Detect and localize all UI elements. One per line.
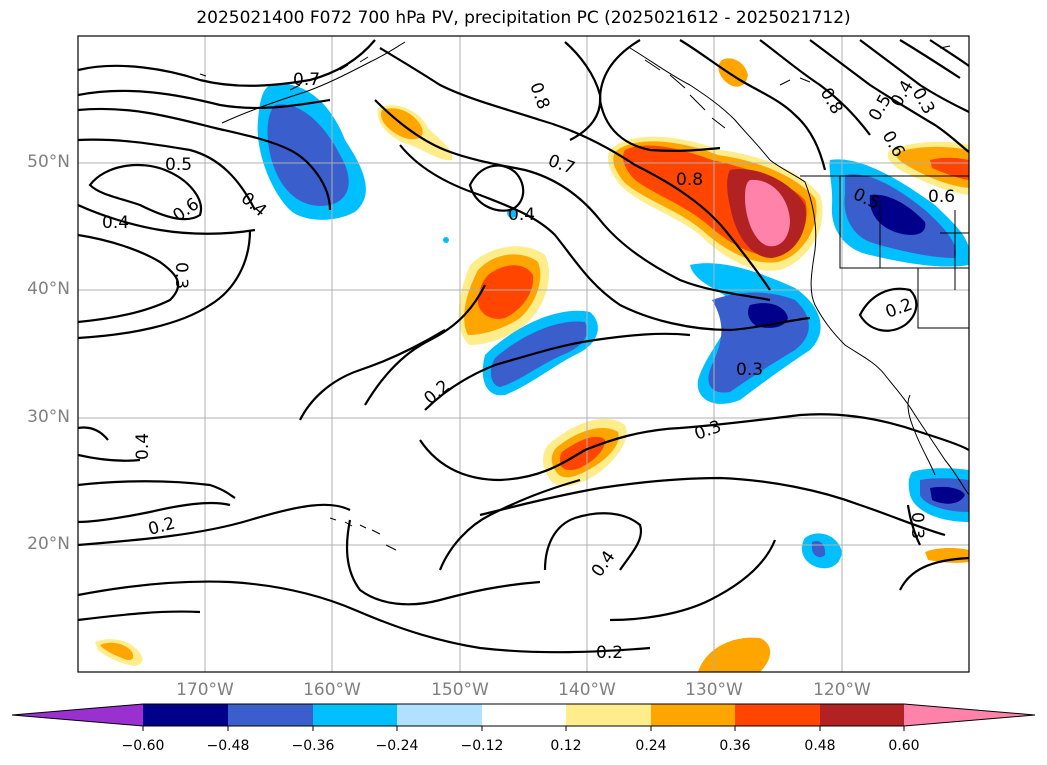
lat-label: 30°N bbox=[27, 407, 70, 427]
colorbar-segment bbox=[482, 704, 566, 726]
lon-label: 120°W bbox=[813, 680, 871, 700]
contour-label: 0.3 bbox=[907, 512, 927, 539]
contour-label: 0.4 bbox=[508, 205, 535, 225]
contour-label: 0.4 bbox=[133, 433, 153, 460]
colorbar-tick-label: −0.36 bbox=[291, 738, 335, 754]
lon-label: 140°W bbox=[558, 680, 616, 700]
colorbar-tick-label: −0.48 bbox=[206, 738, 250, 754]
colorbar-tick-label: 0.36 bbox=[719, 738, 751, 754]
lat-label: 40°N bbox=[27, 279, 70, 299]
map-body: 0.7 0.8 0.7 0.8 0.5 0.6 0.4 0.4 0.3 0.4 … bbox=[78, 36, 969, 672]
lat-label: 20°N bbox=[27, 534, 70, 554]
lon-label: 170°W bbox=[176, 680, 234, 700]
colorbar-segment bbox=[397, 704, 482, 726]
colorbar-segment bbox=[566, 704, 651, 726]
colorbar-segment bbox=[904, 704, 1035, 726]
contour-label: 0.3 bbox=[736, 360, 763, 380]
contour-label: 0.8 bbox=[676, 170, 703, 190]
lat-label: 50°N bbox=[27, 152, 70, 172]
pv-contours bbox=[78, 39, 969, 654]
grid-lines bbox=[78, 36, 969, 672]
colorbar-segment bbox=[735, 704, 820, 726]
colorbar-segment bbox=[12, 704, 143, 726]
colorbar-tick-label: −0.24 bbox=[375, 738, 419, 754]
colorbar-tick-label: 0.12 bbox=[550, 738, 582, 754]
colorbar-segment bbox=[651, 704, 735, 726]
contour-label: 0.5 bbox=[165, 155, 192, 175]
borders bbox=[800, 175, 969, 329]
map-title: 2025021400 F072 700 hPa PV, precipitatio… bbox=[196, 8, 851, 28]
contour-label: 0.6 bbox=[928, 187, 955, 207]
contour-label: 0.7 bbox=[293, 70, 320, 90]
colorbar-tick-label: −0.12 bbox=[460, 738, 504, 754]
colorbar-tick-label: 0.60 bbox=[888, 738, 920, 754]
plot-frame bbox=[77, 35, 970, 673]
colorbar-segment bbox=[228, 704, 313, 726]
contour-label: 0.3 bbox=[171, 262, 191, 289]
lon-label: 130°W bbox=[685, 680, 743, 700]
colorbar-segment bbox=[143, 704, 228, 726]
lon-label: 150°W bbox=[431, 680, 489, 700]
colorbar-tick-label: 0.48 bbox=[804, 738, 836, 754]
colorbar bbox=[11, 703, 1036, 731]
colorbar-tick-label: 0.24 bbox=[635, 738, 667, 754]
colorbar-segment bbox=[820, 704, 904, 726]
lon-label: 160°W bbox=[303, 680, 361, 700]
colorbar-segment bbox=[313, 704, 397, 726]
precip-shading bbox=[95, 58, 969, 672]
contour-label: 0.4 bbox=[102, 213, 129, 233]
colorbar-tick-label: −0.60 bbox=[121, 738, 165, 754]
contour-label: 0.2 bbox=[596, 643, 623, 663]
